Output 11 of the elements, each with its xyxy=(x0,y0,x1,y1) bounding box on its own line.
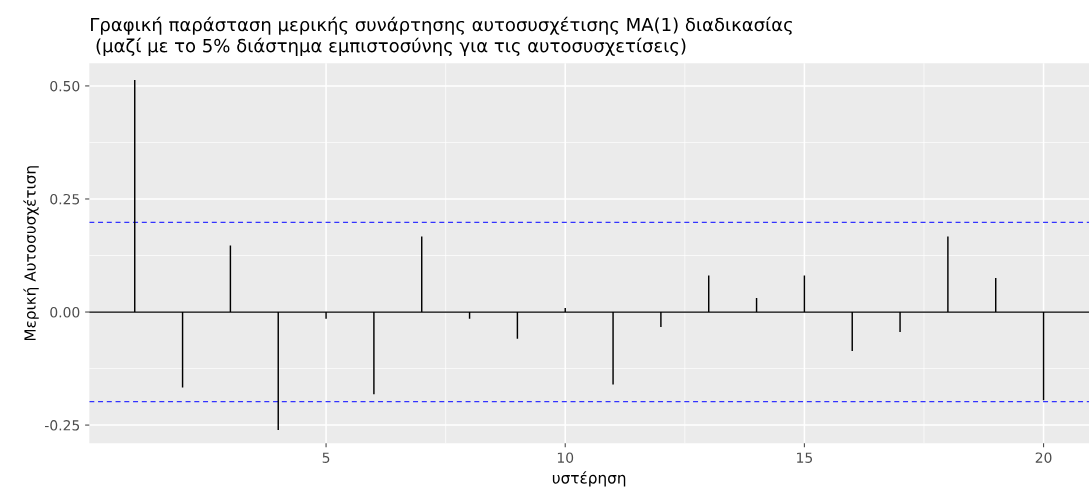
y-tick-label: 0.25 xyxy=(50,193,80,205)
x-tick-label: 15 xyxy=(797,452,813,463)
y-axis-title: Μερική Αυτοσυσχέτιση xyxy=(23,166,39,341)
x-tick-label: 10 xyxy=(557,452,574,463)
y-tick-label: 0.00 xyxy=(50,307,80,318)
y-tick-label: 0.50 xyxy=(50,80,80,92)
x-tick-label: 20 xyxy=(1035,452,1052,463)
x-axis-title: υστέρηση xyxy=(552,471,626,487)
y-tick-label: -0.25 xyxy=(45,420,80,431)
x-tick-label: 5 xyxy=(322,452,330,463)
chart-title: Γραφική παράσταση μερικής συνάρτησης αυτοσυσχέτισης MA(1) διαδικασίας (μαζί με το 5% διάστημα εμπιστοσύνης για τις αυτοσυσχετίσεις) xyxy=(91,16,792,56)
